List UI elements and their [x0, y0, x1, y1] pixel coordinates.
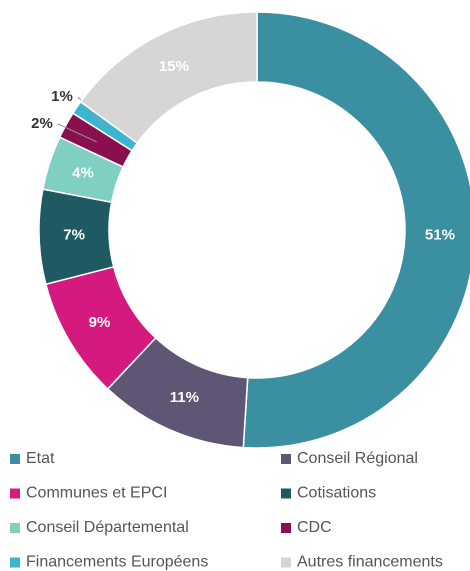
- leader-line: [57, 123, 97, 143]
- legend-label: Conseil Départemental: [26, 519, 189, 536]
- data-label: 11%: [170, 389, 199, 406]
- donut-segment: [79, 11, 258, 145]
- legend-label: Etat: [26, 450, 55, 467]
- legend-label: Conseil Régional: [297, 450, 418, 467]
- legend-swatch: [281, 523, 291, 533]
- data-label: 7%: [63, 227, 85, 244]
- data-label: 9%: [89, 314, 111, 331]
- data-label: 15%: [159, 58, 189, 75]
- legend-swatch: [281, 557, 291, 568]
- legend-swatch: [10, 488, 20, 499]
- legend-swatch: [281, 488, 291, 499]
- data-label: 2%: [31, 115, 53, 132]
- legend-swatch: [10, 557, 20, 568]
- legend-label: Autres financements: [297, 554, 443, 571]
- legend-swatch: [10, 454, 20, 464]
- legend-label: Cotisations: [297, 485, 376, 502]
- data-label: 51%: [425, 227, 455, 244]
- legend-label: Communes et EPCI: [26, 485, 167, 502]
- legend-swatch: [10, 523, 20, 533]
- data-label: 1%: [51, 88, 73, 105]
- data-label: 4%: [72, 164, 94, 181]
- legend-label: Financements Européens: [26, 554, 208, 571]
- donut-segment: [242, 11, 470, 449]
- legend-label: CDC: [297, 519, 332, 536]
- legend-swatch: [281, 454, 291, 464]
